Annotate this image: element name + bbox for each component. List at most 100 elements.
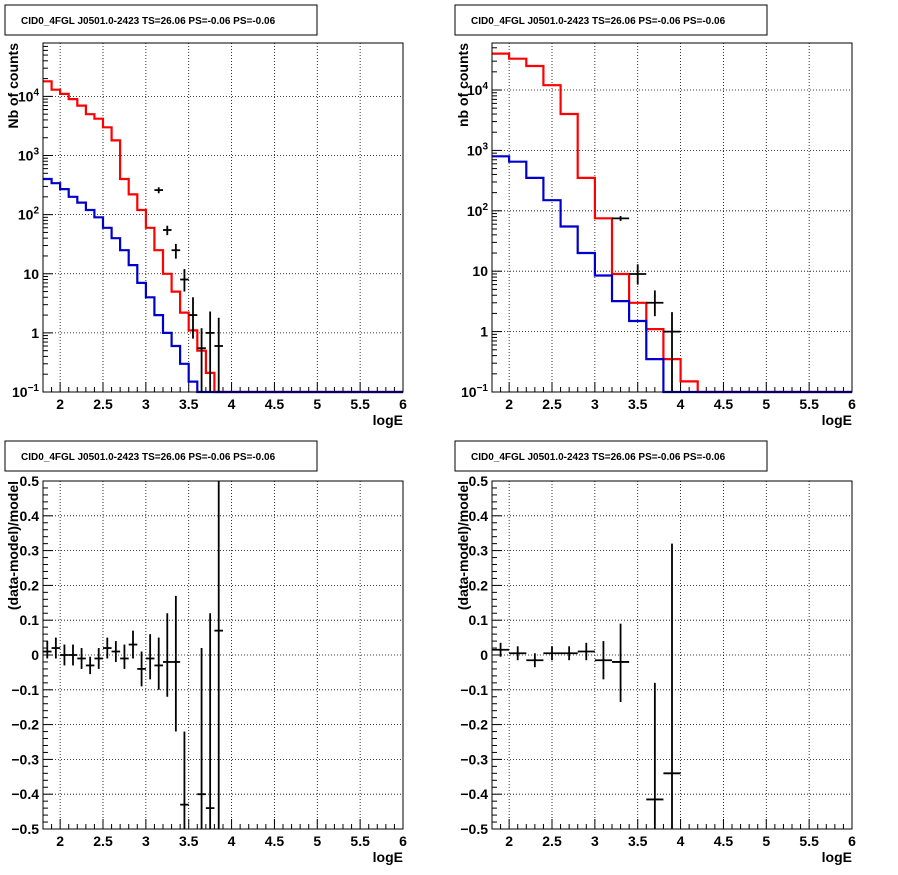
y-axis-title: (data-model)/model	[5, 481, 21, 610]
x-axis-title: logE	[822, 412, 852, 428]
y-tick-label: 103	[467, 141, 489, 158]
data-point	[85, 656, 95, 675]
title-box	[454, 4, 768, 36]
chart-panel-2: CID0_4FGL J0501.0-2423 TS=26.06 PS=-0.06…	[454, 4, 856, 428]
x-tick-label: 2	[56, 396, 64, 412]
y-axis-title: (data-model)/model	[455, 481, 471, 610]
chart-title: CID0_4FGL J0501.0-2423 TS=26.06 PS=-0.06…	[21, 16, 276, 27]
x-tick-label: 3.5	[628, 833, 648, 849]
chart-title: CID0_4FGL J0501.0-2423 TS=26.06 PS=-0.06…	[21, 452, 276, 463]
x-tick-label: 3.5	[628, 396, 648, 412]
x-tick-label: 5.5	[350, 396, 370, 412]
y-tick-label: 1	[480, 324, 488, 340]
x-tick-label: 4.5	[265, 833, 285, 849]
chart-panel-1: CID0_4FGL J0501.0-2423 TS=26.06 PS=-0.06…	[4, 4, 407, 428]
x-tick-label: 5	[313, 833, 321, 849]
plot-frame	[491, 480, 853, 830]
x-tick-label: 6	[848, 396, 856, 412]
x-tick-label: 6	[399, 396, 407, 412]
x-tick-label: 5	[762, 833, 770, 849]
y-tick-label: −0.2	[11, 717, 39, 733]
y-tick-label: 0.4	[20, 508, 40, 524]
y-tick-label: 0.5	[20, 473, 40, 489]
title-box	[4, 440, 318, 472]
y-tick-label: 104	[18, 87, 40, 104]
x-tick-label: 6	[848, 833, 856, 849]
y-tick-label: 10	[23, 266, 39, 282]
data-point	[163, 613, 172, 697]
y-tick-label: −0.1	[460, 682, 488, 698]
x-tick-label: 5	[762, 396, 770, 412]
y-tick-label: 10−1	[461, 383, 488, 400]
data-point	[612, 623, 630, 702]
data-point	[171, 243, 181, 259]
x-tick-label: 3	[591, 396, 599, 412]
data-point	[77, 648, 86, 669]
y-tick-label: −0.5	[460, 821, 488, 837]
data-point	[128, 630, 138, 659]
chart-title: CID0_4FGL J0501.0-2423 TS=26.06 PS=-0.06…	[471, 452, 726, 463]
data-point	[188, 297, 198, 339]
x-tick-label: 2.5	[542, 396, 562, 412]
y-tick-label: 0	[480, 647, 488, 663]
data-point	[171, 595, 181, 732]
data-point	[197, 328, 206, 392]
x-axis-title: logE	[373, 849, 403, 865]
x-tick-label: 2.5	[93, 396, 113, 412]
x-tick-label: 3	[591, 833, 599, 849]
data-point	[612, 216, 630, 221]
x-tick-label: 5.5	[799, 833, 819, 849]
x-tick-label: 2	[56, 833, 64, 849]
chart-panel-3: CID0_4FGL J0501.0-2423 TS=26.06 PS=-0.06…	[4, 440, 407, 865]
x-tick-label: 4	[228, 833, 236, 849]
y-axis-title: Nb of counts	[5, 43, 21, 129]
data-point	[594, 641, 612, 680]
plot-frame	[491, 42, 853, 393]
x-tick-label: 2	[505, 396, 513, 412]
x-tick-label: 3.5	[179, 833, 199, 849]
x-tick-label: 2.5	[93, 833, 113, 849]
title-box	[4, 4, 318, 36]
x-tick-label: 4	[677, 833, 685, 849]
x-tick-label: 3	[142, 833, 150, 849]
title-box	[454, 440, 768, 472]
y-tick-label: 0.2	[20, 577, 40, 593]
y-axis-title: nb of counts	[455, 43, 471, 127]
y-tick-label: 10	[472, 263, 488, 279]
x-tick-label: 4	[677, 396, 685, 412]
y-tick-label: −0.1	[11, 682, 39, 698]
y-tick-label: 0.5	[469, 473, 489, 489]
data-point	[154, 187, 163, 194]
y-tick-label: 0.2	[469, 577, 489, 593]
data-point	[214, 481, 223, 829]
y-tick-label: 0.3	[20, 543, 40, 559]
y-tick-label: −0.5	[11, 821, 39, 837]
data-point	[137, 651, 146, 687]
y-tick-label: 102	[467, 202, 489, 219]
x-tick-label: 5	[313, 396, 321, 412]
data-point	[197, 648, 206, 829]
y-tick-label: −0.2	[460, 717, 488, 733]
y-tick-label: 0	[31, 647, 39, 663]
y-tick-label: 104	[467, 81, 489, 98]
data-point	[663, 312, 681, 392]
x-axis-title: logE	[373, 412, 403, 428]
data-point	[492, 642, 510, 657]
data-point	[60, 644, 69, 666]
plot-frame	[42, 480, 404, 830]
data-point	[68, 644, 78, 666]
data-point	[205, 311, 215, 392]
x-axis-title: logE	[822, 849, 852, 865]
x-tick-label: 4.5	[714, 396, 734, 412]
data-point	[180, 269, 189, 292]
y-tick-label: 0.4	[469, 508, 489, 524]
y-tick-label: 1	[31, 325, 39, 341]
x-tick-label: 2	[505, 833, 513, 849]
x-tick-label: 4	[228, 396, 236, 412]
data-point	[51, 637, 61, 659]
y-tick-label: 0.1	[469, 612, 489, 628]
y-tick-label: −0.4	[11, 786, 39, 802]
x-tick-label: 3	[142, 396, 150, 412]
data-point	[577, 642, 595, 661]
data-point	[120, 644, 129, 669]
